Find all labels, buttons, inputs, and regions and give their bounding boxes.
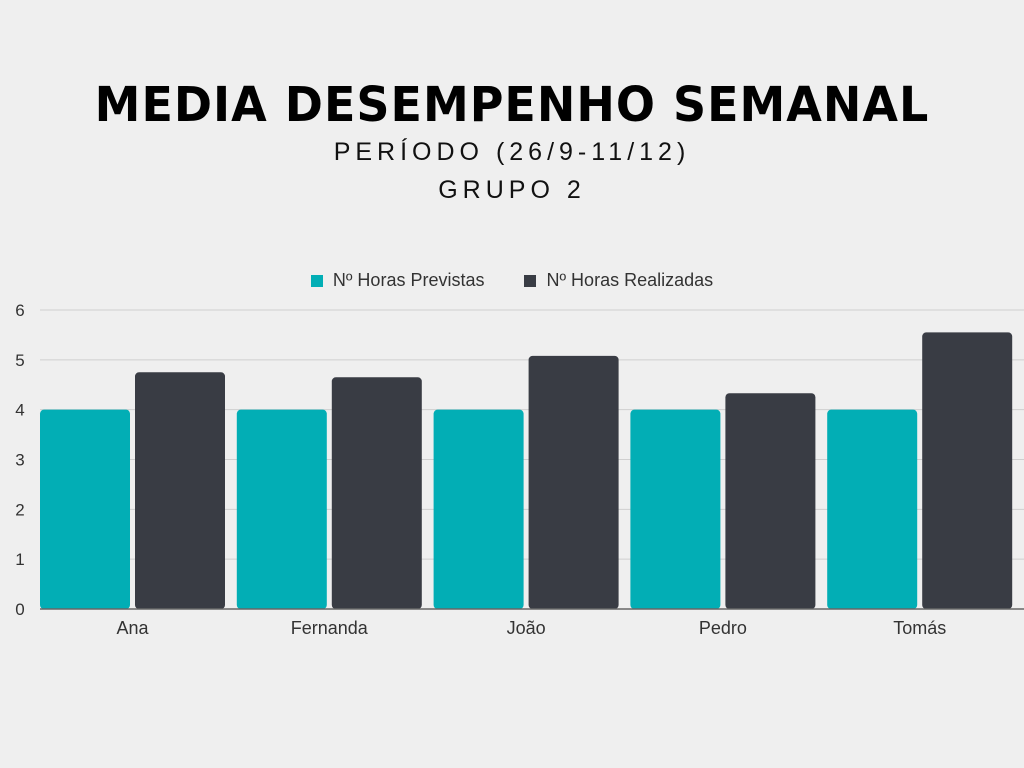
bar-realizadas [528, 355, 619, 609]
legend-label-previstas: Nº Horas Previstas [332, 270, 485, 290]
bar-previstas [40, 409, 130, 609]
chart-legend: Nº Horas Previstas Nº Horas Realizadas [0, 270, 1024, 291]
x-category-label: Pedro [699, 618, 747, 638]
bar-previstas [433, 409, 524, 609]
y-tick-label: 5 [15, 351, 24, 370]
legend-item-previstas: Nº Horas Previstas [310, 270, 485, 291]
x-category-label: Ana [116, 618, 149, 638]
bar-realizadas [922, 332, 1013, 609]
chart-subtitle-period: PERÍODO (26/9-11/12) [333, 138, 691, 166]
bar-previstas [236, 409, 327, 609]
y-tick-label: 4 [15, 401, 24, 420]
legend-label-realizadas: Nº Horas Realizadas [546, 270, 714, 290]
chart-title: MEDIA DESEMPENHO SEMANAL [94, 75, 930, 133]
bar-realizadas [331, 377, 422, 609]
y-tick-label: 6 [15, 301, 24, 320]
y-tick-label: 2 [15, 500, 24, 519]
bar-previstas [630, 409, 721, 609]
x-category-label: João [507, 618, 546, 638]
bar-realizadas [725, 393, 816, 609]
bar-previstas [827, 409, 918, 609]
y-tick-label: 3 [15, 451, 24, 470]
chart-subtitle-group: GRUPO 2 [438, 176, 586, 204]
legend-swatch-previstas [310, 274, 323, 287]
x-category-label: Fernanda [291, 618, 369, 638]
legend-item-realizadas: Nº Horas Realizadas [524, 270, 713, 291]
y-tick-label: 1 [15, 550, 24, 569]
y-tick-label: 0 [15, 600, 24, 619]
x-category-label: Tomás [893, 618, 946, 638]
bar-realizadas [135, 372, 225, 609]
legend-swatch-realizadas [524, 274, 537, 287]
